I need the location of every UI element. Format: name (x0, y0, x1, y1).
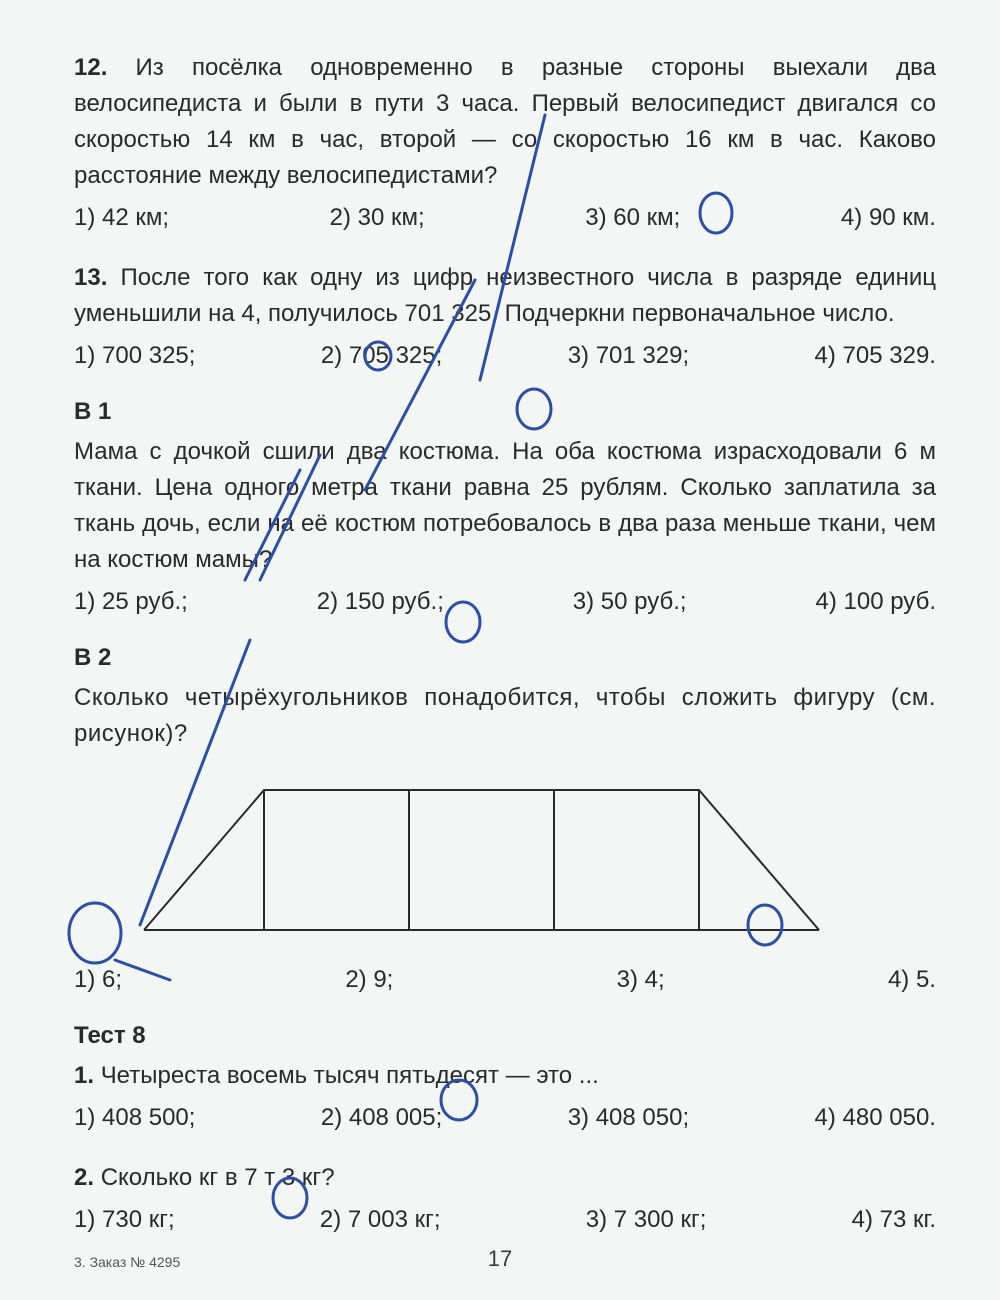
q12-number: 12. (74, 54, 107, 81)
t8q2-options: 1) 730 кг; 2) 7 003 кг; 3) 7 300 кг; 4) … (74, 1206, 936, 1234)
t8q2-body: Сколько кг в 7 т 3 кг? (101, 1164, 335, 1191)
t8q2-opt4: 4) 73 кг. (852, 1206, 936, 1234)
page: 12. Из посёлка одновременно в разные сто… (0, 0, 1000, 1300)
q12-opt2: 2) 30 км; (330, 204, 425, 232)
q12-text: 12. Из посёлка одновременно в разные сто… (74, 50, 936, 194)
b2-figure (74, 770, 936, 950)
t8q2-opt3: 3) 7 300 кг; (586, 1206, 707, 1234)
b2-opt1: 1) 6; (74, 966, 122, 994)
b1-opt1: 1) 25 руб.; (74, 588, 188, 616)
b1-text: Мама с дочкой сшили два костюма. На оба … (74, 434, 936, 578)
t8q1-opt2: 2) 408 005; (321, 1104, 442, 1132)
t8q1-text: 1. Четыреста восемь тысяч пятьдесят — эт… (74, 1058, 936, 1094)
t8q2-opt1: 1) 730 кг; (74, 1206, 175, 1234)
b2-text: Сколько четырёхугольников понадобится, ч… (74, 680, 936, 752)
b1-options: 1) 25 руб.; 2) 150 руб.; 3) 50 руб.; 4) … (74, 588, 936, 616)
page-number: 17 (0, 1246, 1000, 1272)
q13-text: 13. После того как одну из цифр неизвест… (74, 260, 936, 332)
b2-opt2: 2) 9; (345, 966, 393, 994)
q12-opt1: 1) 42 км; (74, 204, 169, 232)
b2-options: 1) 6; 2) 9; 3) 4; 4) 5. (74, 966, 936, 994)
b2-opt4: 4) 5. (888, 966, 936, 994)
t8q1-options: 1) 408 500; 2) 408 005; 3) 408 050; 4) 4… (74, 1104, 936, 1132)
t8q1-body: Четыреста восемь тысяч пятьдесят — это .… (101, 1062, 599, 1089)
trapezoid-figure (74, 770, 889, 945)
b1-opt2: 2) 150 руб.; (317, 588, 444, 616)
q12-options: 1) 42 км; 2) 30 км; 3) 60 км; 4) 90 км. (74, 204, 936, 232)
b2-opt3: 3) 4; (617, 966, 665, 994)
q13-opt2: 2) 705 325; (321, 342, 442, 370)
b1-opt4: 4) 100 руб. (816, 588, 937, 616)
b2-label: В 2 (74, 644, 936, 672)
t8q1-opt3: 3) 408 050; (568, 1104, 689, 1132)
q13-options: 1) 700 325; 2) 705 325; 3) 701 329; 4) 7… (74, 342, 936, 370)
q13-opt4: 4) 705 329. (815, 342, 936, 370)
t8q1-number: 1. (74, 1062, 94, 1089)
t8q2-number: 2. (74, 1164, 94, 1191)
b1-label: В 1 (74, 398, 936, 426)
t8q1-opt1: 1) 408 500; (74, 1104, 195, 1132)
q12-body: Из посёлка одновременно в разные стороны… (74, 54, 936, 189)
b1-opt3: 3) 50 руб.; (573, 588, 687, 616)
q13-number: 13. (74, 264, 107, 291)
test8-label: Тест 8 (74, 1022, 936, 1050)
q13-opt3: 3) 701 329; (568, 342, 689, 370)
q12-opt4: 4) 90 км. (841, 204, 936, 232)
t8q2-opt2: 2) 7 003 кг; (320, 1206, 441, 1234)
t8q1-opt4: 4) 480 050. (815, 1104, 936, 1132)
q12-opt3: 3) 60 км; (585, 204, 680, 232)
q13-opt1: 1) 700 325; (74, 342, 195, 370)
q13-body: После того как одну из цифр неизвестного… (74, 264, 936, 327)
t8q2-text: 2. Сколько кг в 7 т 3 кг? (74, 1160, 936, 1196)
